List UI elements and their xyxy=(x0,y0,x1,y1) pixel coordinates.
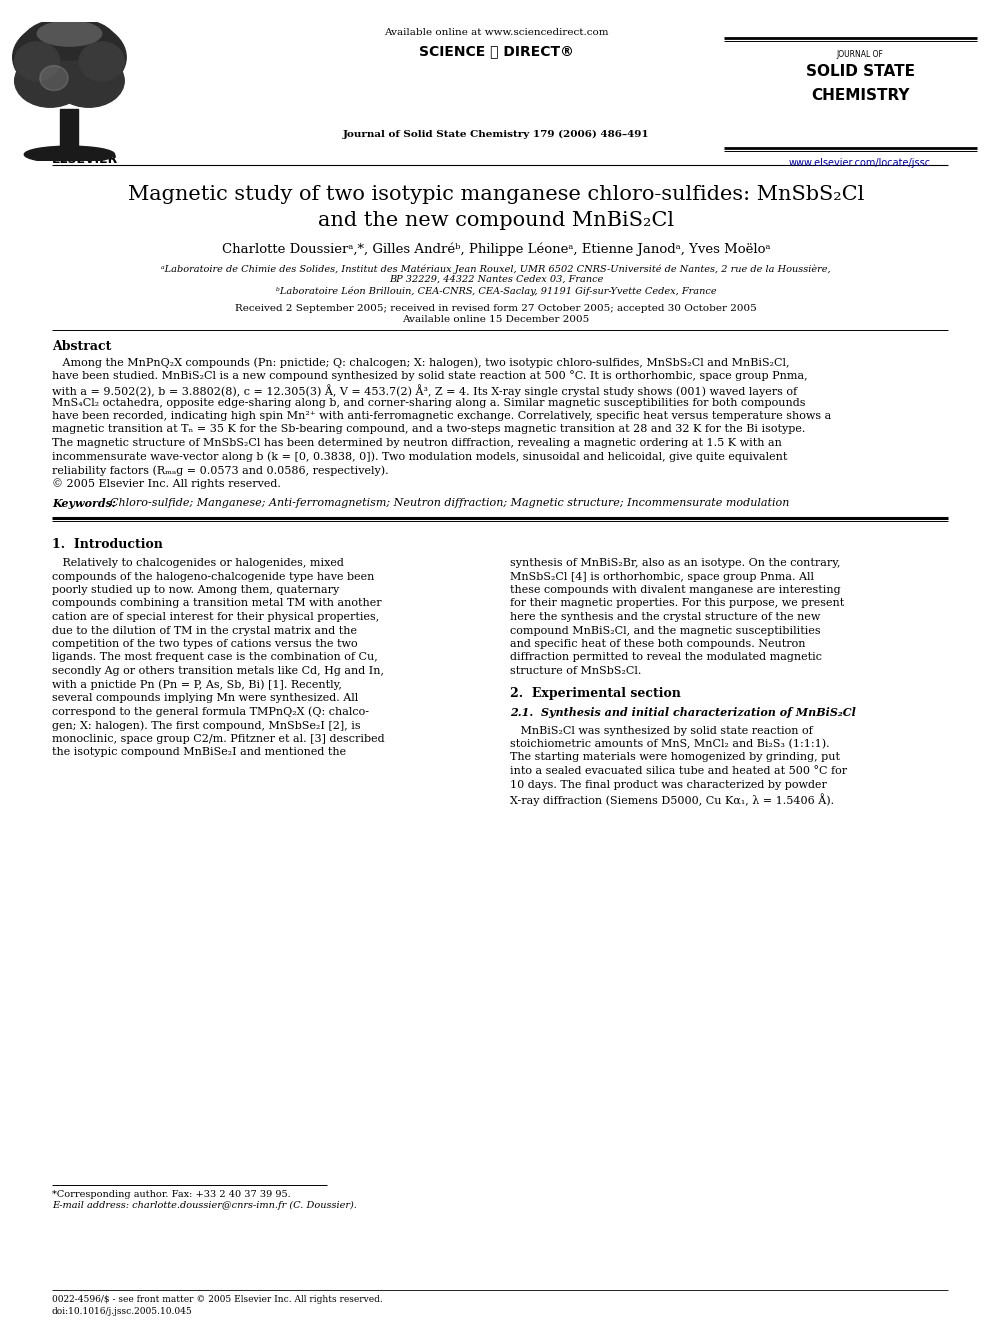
Text: 2.  Experimental section: 2. Experimental section xyxy=(510,688,681,700)
Text: ligands. The most frequent case is the combination of Cu,: ligands. The most frequent case is the c… xyxy=(52,652,378,663)
Text: compound MnBiS₂Cl, and the magnetic susceptibilities: compound MnBiS₂Cl, and the magnetic susc… xyxy=(510,626,820,635)
Text: BP 32229, 44322 Nantes Cedex 03, France: BP 32229, 44322 Nantes Cedex 03, France xyxy=(389,275,603,284)
Text: poorly studied up to now. Among them, quaternary: poorly studied up to now. Among them, qu… xyxy=(52,585,339,595)
Text: ᵇLaboratoire Léon Brillouin, CEA-CNRS, CEA-Saclay, 91191 Gif-sur-Yvette Cedex, F: ᵇLaboratoire Léon Brillouin, CEA-CNRS, C… xyxy=(276,287,716,296)
Text: cation are of special interest for their physical properties,: cation are of special interest for their… xyxy=(52,613,379,622)
Text: SCIENCE ⓓ DIRECT®: SCIENCE ⓓ DIRECT® xyxy=(419,44,573,58)
Text: and specific heat of these both compounds. Neutron: and specific heat of these both compound… xyxy=(510,639,806,650)
Text: competition of the two types of cations versus the two: competition of the two types of cations … xyxy=(52,639,358,650)
Text: into a sealed evacuated silica tube and heated at 500 °C for: into a sealed evacuated silica tube and … xyxy=(510,766,847,777)
Text: several compounds implying Mn were synthesized. All: several compounds implying Mn were synth… xyxy=(52,693,358,703)
Text: X-ray diffraction (Siemens D5000, Cu Kα₁, λ = 1.5406 Å).: X-ray diffraction (Siemens D5000, Cu Kα₁… xyxy=(510,792,834,806)
Text: secondly Ag or others transition metals like Cd, Hg and In,: secondly Ag or others transition metals … xyxy=(52,665,384,676)
Text: gen; X: halogen). The first compound, MnSbSe₂I [2], is: gen; X: halogen). The first compound, Mn… xyxy=(52,720,361,730)
Ellipse shape xyxy=(79,42,124,81)
Text: Journal of Solid State Chemistry 179 (2006) 486–491: Journal of Solid State Chemistry 179 (20… xyxy=(342,130,650,139)
Text: E-mail address: charlotte.doussier@cnrs-imn.fr (C. Doussier).: E-mail address: charlotte.doussier@cnrs-… xyxy=(52,1201,357,1211)
Text: for their magnetic properties. For this purpose, we present: for their magnetic properties. For this … xyxy=(510,598,844,609)
Text: The magnetic structure of MnSbS₂Cl has been determined by neutron diffraction, r: The magnetic structure of MnSbS₂Cl has b… xyxy=(52,438,782,448)
Text: with a = 9.502(2), b = 3.8802(8), c = 12.305(3) Å, V = 453.7(2) Å³, Z = 4. Its X: with a = 9.502(2), b = 3.8802(8), c = 12… xyxy=(52,384,798,397)
Text: *Corresponding author. Fax: +33 2 40 37 39 95.: *Corresponding author. Fax: +33 2 40 37 … xyxy=(52,1189,291,1199)
Text: The starting materials were homogenized by grinding, put: The starting materials were homogenized … xyxy=(510,753,840,762)
Text: stoichiometric amounts of MnS, MnCl₂ and Bi₂S₃ (1:1:1).: stoichiometric amounts of MnS, MnCl₂ and… xyxy=(510,740,829,749)
Text: CHEMISTRY: CHEMISTRY xyxy=(810,89,910,103)
Text: compounds of the halogeno-chalcogenide type have been: compounds of the halogeno-chalcogenide t… xyxy=(52,572,374,582)
Text: ELSEVIER: ELSEVIER xyxy=(52,153,118,165)
Text: incommensurate wave-vector along b (k = [0, 0.3838, 0]). Two modulation models, : incommensurate wave-vector along b (k = … xyxy=(52,451,788,462)
Text: Keywords:: Keywords: xyxy=(52,497,116,509)
Text: Magnetic study of two isotypic manganese chloro-sulfides: MnSbS₂Cl: Magnetic study of two isotypic manganese… xyxy=(128,185,864,204)
Ellipse shape xyxy=(13,19,126,95)
Ellipse shape xyxy=(15,54,85,107)
Text: doi:10.1016/j.jssc.2005.10.045: doi:10.1016/j.jssc.2005.10.045 xyxy=(52,1307,192,1316)
Text: correspond to the general formula TMPnQ₂X (Q: chalco-: correspond to the general formula TMPnQ₂… xyxy=(52,706,369,717)
Text: 1.  Introduction: 1. Introduction xyxy=(52,538,163,550)
Text: the isotypic compound MnBiSe₂I and mentioned the: the isotypic compound MnBiSe₂I and menti… xyxy=(52,747,346,757)
Text: have been studied. MnBiS₂Cl is a new compound synthesized by solid state reactio: have been studied. MnBiS₂Cl is a new com… xyxy=(52,370,807,381)
Text: 2.1.  Synthesis and initial characterization of MnBiS₂Cl: 2.1. Synthesis and initial characterizat… xyxy=(510,708,856,718)
Text: compounds combining a transition metal TM with another: compounds combining a transition metal T… xyxy=(52,598,382,609)
Text: diffraction permitted to reveal the modulated magnetic: diffraction permitted to reveal the modu… xyxy=(510,652,822,663)
Ellipse shape xyxy=(40,66,68,90)
Text: Charlotte Doussierᵃ,*, Gilles Andréᵇ, Philippe Léoneᵃ, Etienne Janodᵃ, Yves Moël: Charlotte Doussierᵃ,*, Gilles Andréᵇ, Ph… xyxy=(222,243,770,257)
Text: synthesis of MnBiS₂Br, also as an isotype. On the contrary,: synthesis of MnBiS₂Br, also as an isotyp… xyxy=(510,558,840,568)
Text: ᵃLaboratoire de Chimie des Solides, Institut des Matériaux Jean Rouxel, UMR 6502: ᵃLaboratoire de Chimie des Solides, Inst… xyxy=(161,265,831,274)
Ellipse shape xyxy=(54,54,124,107)
Ellipse shape xyxy=(24,19,114,60)
Text: MnBiS₂Cl was synthesized by solid state reaction of: MnBiS₂Cl was synthesized by solid state … xyxy=(510,725,812,736)
Ellipse shape xyxy=(15,42,60,81)
Text: have been recorded, indicating high spin Mn²⁺ with anti-ferromagnetic exchange. : have been recorded, indicating high spin… xyxy=(52,411,831,421)
Text: 10 days. The final product was characterized by powder: 10 days. The final product was character… xyxy=(510,779,827,790)
Text: Relatively to chalcogenides or halogenides, mixed: Relatively to chalcogenides or halogenid… xyxy=(52,558,344,568)
Text: Chloro-sulfide; Manganese; Anti-ferromagnetism; Neutron diffraction; Magnetic st: Chloro-sulfide; Manganese; Anti-ferromag… xyxy=(110,497,790,508)
Text: MnS₄Cl₂ octahedra, opposite edge-sharing along b, and corner-sharing along a. Si: MnS₄Cl₂ octahedra, opposite edge-sharing… xyxy=(52,397,806,407)
Text: Available online at www.sciencedirect.com: Available online at www.sciencedirect.co… xyxy=(384,28,608,37)
Text: reliability factors (Rₘₐɡ = 0.0573 and 0.0586, respectively).: reliability factors (Rₘₐɡ = 0.0573 and 0… xyxy=(52,464,389,475)
Text: these compounds with divalent manganese are interesting: these compounds with divalent manganese … xyxy=(510,585,840,595)
Text: www.elsevier.com/locate/jssc: www.elsevier.com/locate/jssc xyxy=(789,157,931,168)
Text: and the new compound MnBiS₂Cl: and the new compound MnBiS₂Cl xyxy=(318,210,674,230)
Text: Received 2 September 2005; received in revised form 27 October 2005; accepted 30: Received 2 September 2005; received in r… xyxy=(235,304,757,314)
Ellipse shape xyxy=(37,21,102,46)
Text: SOLID STATE: SOLID STATE xyxy=(806,64,915,79)
Text: Among the MnPnQ₂X compounds (Pn: pnictide; Q: chalcogen; X: halogen), two isotyp: Among the MnPnQ₂X compounds (Pn: pnictid… xyxy=(52,357,790,368)
Text: structure of MnSbS₂Cl.: structure of MnSbS₂Cl. xyxy=(510,665,642,676)
Text: Abstract: Abstract xyxy=(52,340,111,353)
Text: with a pnictide Pn (Pn = P, As, Sb, Bi) [1]. Recently,: with a pnictide Pn (Pn = P, As, Sb, Bi) … xyxy=(52,680,342,691)
Ellipse shape xyxy=(24,146,114,163)
Bar xyxy=(61,108,78,161)
Text: MnSbS₂Cl [4] is orthorhombic, space group Pnma. All: MnSbS₂Cl [4] is orthorhombic, space grou… xyxy=(510,572,814,582)
Text: due to the dilution of TM in the crystal matrix and the: due to the dilution of TM in the crystal… xyxy=(52,626,357,635)
Text: © 2005 Elsevier Inc. All rights reserved.: © 2005 Elsevier Inc. All rights reserved… xyxy=(52,479,281,490)
Text: monoclinic, space group C2/m. Pfitzner et al. [3] described: monoclinic, space group C2/m. Pfitzner e… xyxy=(52,733,385,744)
Text: JOURNAL OF: JOURNAL OF xyxy=(836,50,884,60)
Text: magnetic transition at Tₙ = 35 K for the Sb-bearing compound, and a two-steps ma: magnetic transition at Tₙ = 35 K for the… xyxy=(52,425,806,434)
Text: here the synthesis and the crystal structure of the new: here the synthesis and the crystal struc… xyxy=(510,613,820,622)
Text: 0022-4596/$ - see front matter © 2005 Elsevier Inc. All rights reserved.: 0022-4596/$ - see front matter © 2005 El… xyxy=(52,1295,383,1304)
Text: Available online 15 December 2005: Available online 15 December 2005 xyxy=(403,315,589,324)
